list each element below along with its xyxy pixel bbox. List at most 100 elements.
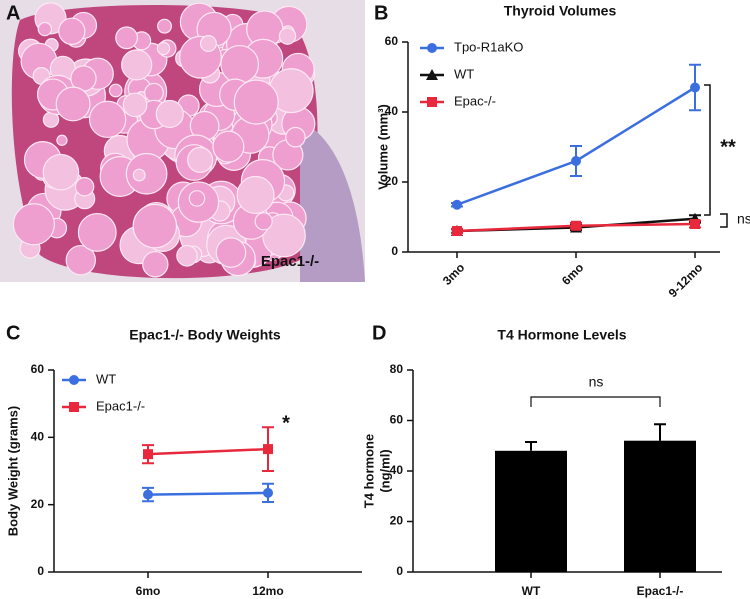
y-tick-label: 20 (385, 174, 399, 188)
legend-label: Tpo-R1aKO (454, 39, 523, 54)
legend-label: Epac1-/- (96, 398, 145, 413)
y-axis-label: T4 hormone (361, 434, 376, 508)
follicle (56, 134, 68, 146)
follicle (58, 17, 86, 45)
chart-title: Epac1-/- Body Weights (129, 327, 281, 343)
significance-label: ** (720, 136, 736, 158)
y-tick-label: 40 (385, 104, 399, 118)
follicle (12, 203, 55, 246)
bracket (704, 84, 711, 216)
follicle (132, 168, 146, 182)
follicle (220, 44, 260, 84)
legend-label: Epac-/- (454, 93, 496, 108)
bar (624, 440, 696, 572)
y-tick-label: 60 (31, 362, 45, 376)
y-tick-label: 60 (390, 413, 404, 427)
marker (452, 226, 462, 236)
panel-label: C (6, 322, 20, 344)
follicle (215, 237, 247, 268)
follicle (188, 190, 206, 207)
significance-label: * (282, 412, 290, 434)
chart-title: Thyroid Volumes (504, 3, 617, 19)
x-tick-label: 9-12mo (666, 260, 706, 300)
error-bar (654, 423, 666, 441)
follicle (236, 175, 275, 215)
marker (427, 43, 437, 53)
follicle (74, 176, 95, 197)
follicle (65, 244, 97, 276)
y-tick-label: 0 (396, 564, 403, 578)
y-tick-label: 0 (391, 244, 398, 258)
follicle (142, 251, 169, 278)
y-tick-label: 60 (385, 34, 399, 48)
marker (69, 375, 79, 385)
significance-label: ns (737, 211, 750, 227)
error-bar (525, 440, 537, 451)
follicle (285, 126, 306, 148)
x-tick-label: WT (522, 584, 541, 598)
marker (263, 444, 273, 455)
marker (452, 199, 462, 210)
y-tick-label: 20 (390, 514, 404, 528)
x-tick-label: 6mo (136, 584, 161, 598)
panel-label: A (6, 2, 20, 24)
follicle (144, 82, 164, 103)
follicle (77, 212, 117, 252)
chart-title: T4 Hormone Levels (497, 327, 626, 343)
y-axis-label: Body Weight (grams) (5, 406, 20, 537)
marker (571, 220, 581, 231)
follicle (37, 21, 53, 37)
follicle (121, 49, 153, 81)
marker (571, 156, 581, 166)
follicle (176, 244, 198, 267)
panel-label: B (374, 2, 388, 24)
follicle (156, 41, 171, 56)
y-tick-label: 80 (390, 362, 404, 376)
y-tick-label: 40 (31, 430, 45, 444)
follicle (187, 146, 214, 173)
image-annotation: Epac1-/- (261, 253, 319, 270)
follicle (155, 99, 184, 129)
follicle (125, 152, 168, 195)
marker (143, 489, 153, 500)
marker (426, 69, 438, 80)
x-tick-label: 12mo (252, 584, 283, 598)
follicle (199, 35, 217, 53)
follicle (115, 26, 139, 50)
marker (690, 82, 700, 93)
y-axis-label: (ng/ml) (377, 449, 392, 492)
x-tick-label: 3mo (440, 260, 467, 287)
bar (495, 450, 567, 572)
follicle (108, 83, 123, 98)
follicle (278, 27, 297, 45)
y-tick-label: 0 (37, 564, 44, 578)
bracket (530, 396, 661, 407)
series-line (147, 447, 269, 456)
follicle (157, 18, 172, 34)
marker (69, 402, 79, 412)
follicle (42, 153, 80, 191)
follicle (122, 92, 148, 118)
tissue-edge (300, 120, 365, 282)
bracket (720, 213, 728, 228)
series-line (147, 491, 269, 496)
follicle (55, 86, 91, 122)
x-tick-label: Epac1-/- (637, 584, 684, 598)
marker (690, 219, 700, 229)
y-tick-label: 40 (390, 463, 404, 477)
follicle (212, 130, 245, 163)
histology-image (0, 0, 365, 282)
follicle (254, 212, 273, 231)
marker (427, 97, 437, 107)
legend-label: WT (454, 66, 474, 81)
follicle (233, 79, 279, 125)
legend-label: WT (96, 371, 116, 386)
x-tick-label: 6mo (559, 260, 586, 287)
y-axis-label: Volume (mm³) (375, 104, 390, 190)
follicle (132, 203, 178, 249)
significance-label: ns (589, 374, 604, 390)
marker (143, 449, 153, 460)
y-tick-label: 20 (31, 497, 45, 511)
follicle (88, 100, 127, 139)
